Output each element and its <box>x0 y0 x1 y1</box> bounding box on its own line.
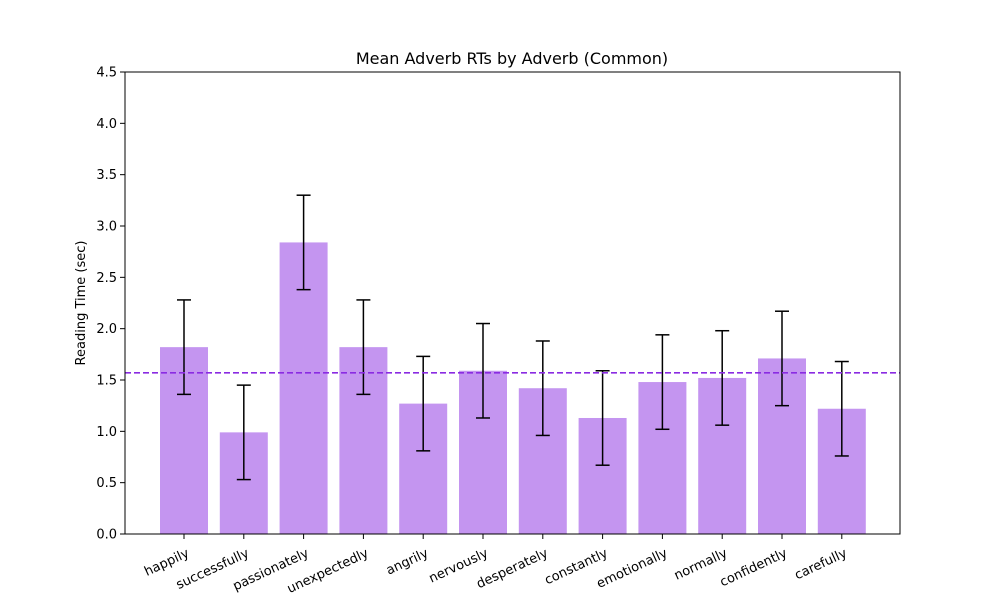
y-tick-label: 2.0 <box>96 322 117 337</box>
y-axis: 0.0 0.5 1.0 1.5 2.0 2.5 3.0 3.5 4.0 4.5 <box>96 66 125 543</box>
y-tick-label: 0.0 <box>96 528 117 543</box>
y-tick-label: 1.5 <box>96 374 117 389</box>
y-tick-label: 3.5 <box>96 168 117 183</box>
chart-title: Mean Adverb RTs by Adverb (Common) <box>356 49 668 68</box>
error-bars <box>177 194 849 481</box>
y-tick-label: 1.0 <box>96 425 117 440</box>
x-axis: happilysuccessfullypassionatelyunexpecte… <box>142 534 850 597</box>
x-tick-label: angrily <box>384 546 431 579</box>
y-tick-label: 0.5 <box>96 476 117 491</box>
y-axis-label: Reading Time (sec) <box>74 241 89 366</box>
y-tick-label: 4.5 <box>96 66 117 81</box>
y-tick-label: 3.0 <box>96 220 117 235</box>
x-tick-label: carefully <box>792 546 849 583</box>
y-tick-label: 4.0 <box>96 117 117 132</box>
y-tick-label: 2.5 <box>96 271 117 286</box>
bar-passionately <box>279 242 328 534</box>
bars <box>160 242 866 534</box>
x-tick-label: confidently <box>718 546 790 590</box>
plot-frame <box>124 71 901 535</box>
